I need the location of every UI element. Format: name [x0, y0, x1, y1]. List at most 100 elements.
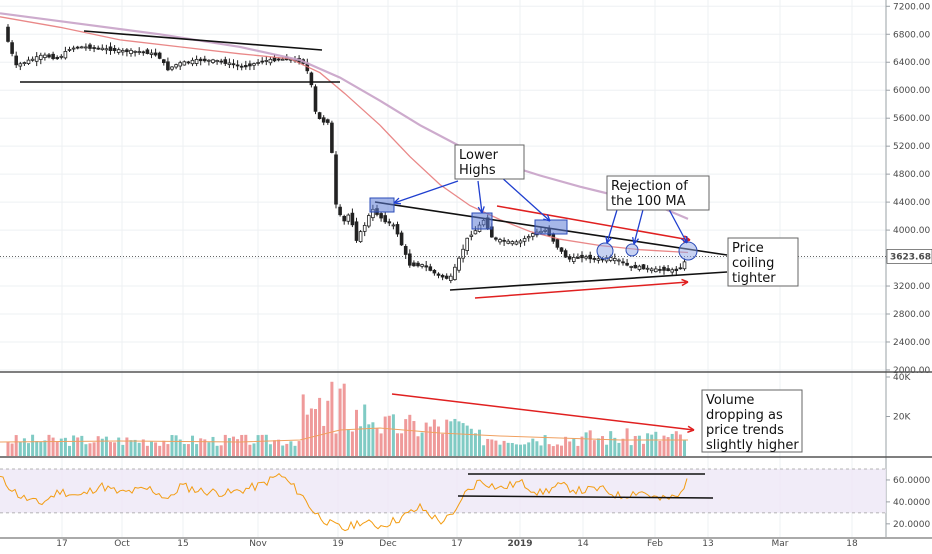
- candle-body: [342, 215, 346, 222]
- candle-body: [461, 248, 465, 259]
- volume-bar: [273, 440, 276, 456]
- candle-body: [424, 265, 428, 268]
- candle-body: [436, 273, 441, 276]
- volume-bar: [145, 445, 149, 456]
- volume-bar: [162, 440, 166, 456]
- candle-body: [227, 62, 232, 65]
- volume-note-text: dropping as: [706, 408, 783, 423]
- rsi-support-line: [457, 495, 714, 499]
- volume-bar: [596, 438, 600, 456]
- candle-body: [137, 51, 142, 53]
- volume-bar: [27, 443, 30, 456]
- candle-body: [658, 269, 662, 271]
- candle-body: [108, 46, 113, 51]
- rejection-arrow-head: [680, 235, 688, 244]
- y-tick-label: 4000.00: [893, 226, 930, 236]
- volume-bar: [633, 435, 637, 456]
- y-tick-label: 2000.00: [893, 366, 930, 376]
- candle-body: [383, 215, 387, 223]
- candle-body: [412, 262, 416, 267]
- candle-body: [420, 264, 424, 267]
- candle-body: [662, 266, 666, 271]
- volume-bar: [375, 428, 379, 456]
- candle-body: [39, 54, 43, 60]
- candle-body: [153, 52, 158, 56]
- y-tick-label: 6000.00: [893, 86, 930, 96]
- candle-body: [280, 58, 285, 61]
- rejection-circle: [678, 241, 698, 261]
- candle-body: [387, 221, 392, 224]
- support-trend-arrow: [474, 281, 689, 299]
- x-tick-label: 2019: [507, 539, 532, 549]
- volume-bar: [400, 433, 404, 456]
- volume-bar: [576, 445, 580, 456]
- candle-body: [26, 59, 31, 64]
- volume-trend-arrow-head: [687, 425, 695, 433]
- candle-body: [223, 59, 228, 64]
- candle-body: [104, 48, 109, 51]
- candle-body: [407, 253, 412, 266]
- candle-body: [194, 59, 199, 64]
- volume-bar: [232, 436, 235, 456]
- candle-body: [354, 221, 359, 241]
- candle-body: [219, 60, 224, 63]
- volume-bar: [260, 434, 264, 456]
- candle-body: [239, 65, 244, 68]
- volume-bar: [568, 441, 572, 456]
- candle-body: [10, 42, 14, 54]
- candle-body: [71, 47, 76, 50]
- y-tick-label: 5600.00: [893, 114, 930, 124]
- volume-bar: [539, 445, 543, 456]
- lower-highs-arrow-head: [543, 214, 551, 222]
- volume-bar: [207, 442, 211, 456]
- candle-body: [403, 246, 408, 255]
- volume-bar: [125, 437, 129, 456]
- candle-body: [645, 267, 650, 270]
- candle-body: [22, 62, 27, 64]
- candle-body: [161, 59, 166, 64]
- vol-tick-label: 20K: [893, 413, 911, 423]
- coiling-note-text: coiling: [732, 256, 774, 271]
- volume-bar: [14, 435, 18, 456]
- lower-highs-note-text: Highs: [459, 163, 496, 178]
- volume-note-text: slightly higher: [706, 438, 799, 453]
- candle-body: [391, 224, 396, 227]
- volume-bar: [326, 400, 330, 456]
- candle-body: [174, 64, 178, 68]
- volume-bar: [154, 442, 158, 456]
- candle-body: [641, 264, 646, 270]
- candle-body: [198, 58, 203, 62]
- y-tick-label: 3200.00: [893, 282, 930, 292]
- candle-body: [416, 262, 420, 267]
- candle-body: [235, 64, 240, 67]
- volume-bar: [457, 421, 461, 456]
- ma-rejection-note-text: Rejection of: [611, 179, 688, 194]
- candle-body: [75, 46, 80, 49]
- volume-bar: [424, 422, 428, 456]
- volume-trend-arrow: [391, 393, 695, 431]
- candle-body: [88, 44, 92, 49]
- volume-bar: [117, 437, 121, 456]
- x-tick-label: 14: [577, 539, 589, 549]
- volume-bar: [613, 437, 617, 456]
- volume-bar: [506, 442, 510, 456]
- volume-bar: [404, 419, 408, 456]
- volume-bar: [531, 438, 535, 456]
- volume-bar: [510, 442, 514, 456]
- support-trend-arrow-head: [681, 278, 689, 287]
- candle-body: [47, 54, 51, 58]
- candle-body: [629, 266, 633, 268]
- candle-body: [666, 268, 670, 271]
- candle-body: [588, 254, 592, 260]
- volume-bar: [133, 439, 137, 456]
- candle-body: [514, 241, 519, 245]
- candle-body: [506, 240, 510, 244]
- volume-bar: [535, 441, 539, 456]
- candle-body: [100, 47, 105, 50]
- candle-body: [617, 259, 621, 262]
- volume-bar: [174, 435, 178, 456]
- y-tick-label: 4400.00: [893, 198, 930, 208]
- candle-body: [358, 231, 363, 243]
